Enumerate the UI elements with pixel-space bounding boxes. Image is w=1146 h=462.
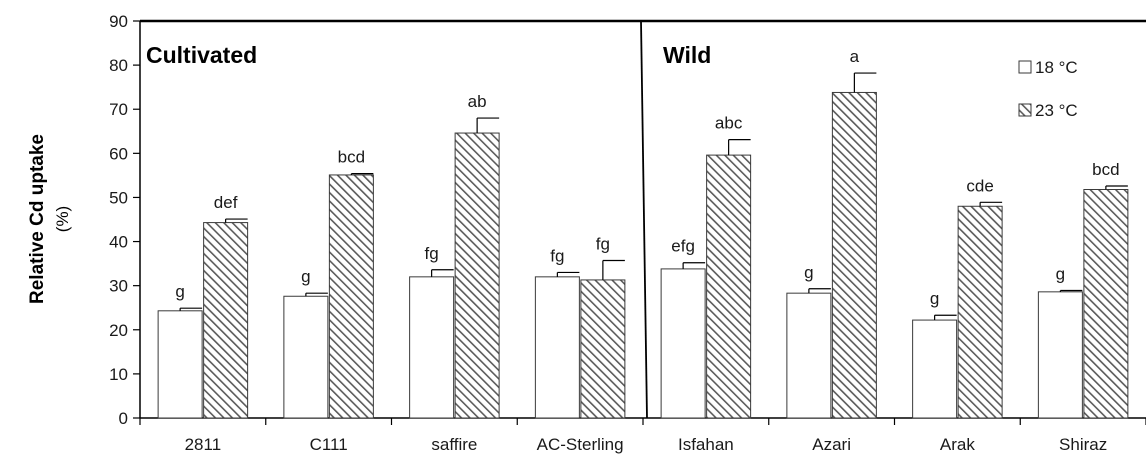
- significance-label: g: [804, 263, 813, 282]
- group-label-wild: Wild: [663, 42, 711, 68]
- significance-label: bcd: [338, 148, 365, 167]
- significance-label: bcd: [1092, 160, 1119, 179]
- legend: 18 °C 23 °C: [1018, 58, 1078, 120]
- bar-23c: [831, 91, 877, 419]
- y-tick-label: 60: [109, 144, 128, 163]
- bar-18c: [283, 295, 329, 419]
- y-axis-label: Relative Cd uptake: [27, 134, 48, 304]
- significance-label: efg: [671, 237, 695, 256]
- bar-23c: [203, 222, 249, 419]
- significance-label: fg: [550, 246, 564, 265]
- bar-23c: [957, 205, 1003, 419]
- y-tick-label: 0: [119, 409, 128, 428]
- bar-23c: [580, 279, 626, 419]
- y-tick-label: 50: [109, 188, 128, 207]
- significance-label: g: [1056, 265, 1065, 284]
- y-tick-label: 40: [109, 233, 128, 252]
- x-tick-label: Shiraz: [1059, 435, 1107, 454]
- legend-item-18c: 18 °C: [1018, 58, 1078, 77]
- legend-label-23c: 23 °C: [1035, 101, 1078, 120]
- legend-item-23c: 23 °C: [1018, 101, 1078, 120]
- legend-swatch-18c: [1018, 60, 1032, 74]
- x-tick-label: Arak: [940, 435, 975, 454]
- bar-18c: [409, 276, 455, 419]
- y-axis-unit: (%): [53, 206, 72, 232]
- bar-18c: [1037, 291, 1083, 419]
- significance-label: def: [214, 193, 238, 212]
- significance-label: abc: [715, 114, 743, 133]
- significance-label: g: [175, 282, 184, 301]
- y-tick-label: 10: [109, 365, 128, 384]
- significance-label: fg: [425, 244, 439, 263]
- x-tick-label: 2811: [185, 435, 222, 454]
- plot-area: 0 10 20 30 40 50 60 70 80 90 2811 C111 saffire AC-Ste…: [109, 12, 1146, 454]
- group-label-cultivated: Cultivated: [146, 42, 257, 68]
- y-tick-label: 20: [109, 321, 128, 340]
- significance-label: cde: [966, 176, 993, 195]
- bar-23c: [454, 132, 500, 419]
- x-tick-label: Isfahan: [678, 435, 734, 454]
- y-tick-label: 90: [109, 12, 128, 31]
- significance-label: g: [301, 267, 310, 286]
- x-tick-label: Azari: [812, 435, 851, 454]
- bar-18c: [660, 268, 706, 419]
- bar-18c: [157, 310, 203, 419]
- bar-23c: [1083, 189, 1129, 419]
- x-tick-label: AC-Sterling: [537, 435, 624, 454]
- bar-18c: [534, 276, 580, 419]
- y-tick-label: 70: [109, 100, 128, 119]
- group-divider: [640, 20, 648, 419]
- significance-label: fg: [596, 235, 610, 254]
- bar-18c: [912, 319, 958, 419]
- legend-swatch-23c: [1018, 103, 1032, 117]
- significance-label: a: [850, 47, 860, 66]
- legend-label-18c: 18 °C: [1035, 58, 1078, 77]
- bar-18c: [786, 292, 832, 419]
- bar-23c: [706, 154, 752, 419]
- y-tick-label: 30: [109, 277, 128, 296]
- y-axis-title: Relative Cd uptake (%): [27, 134, 72, 304]
- x-tick-label: saffire: [431, 435, 477, 454]
- x-tick-label: C111: [310, 435, 348, 454]
- y-tick-label: 80: [109, 56, 128, 75]
- significance-label: g: [930, 289, 939, 308]
- significance-label: ab: [468, 92, 487, 111]
- bar-23c: [328, 174, 374, 419]
